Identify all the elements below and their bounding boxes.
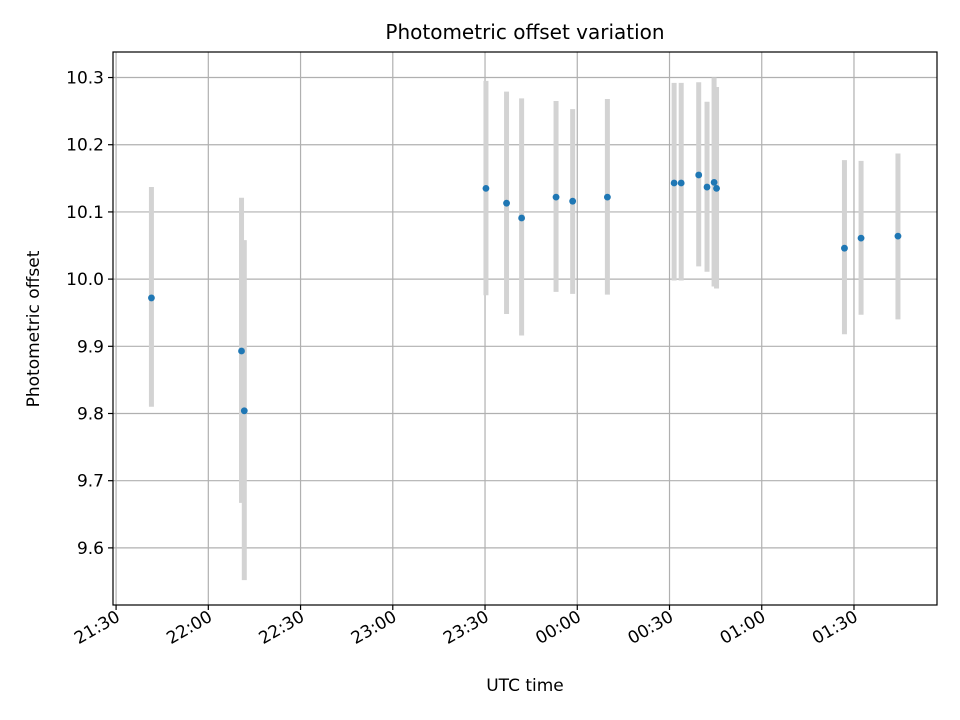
data-point bbox=[518, 214, 526, 222]
y-tick-label: 9.7 bbox=[77, 472, 104, 492]
data-point bbox=[670, 179, 678, 187]
data-point bbox=[710, 178, 718, 186]
data-point bbox=[713, 185, 720, 192]
data-point bbox=[482, 185, 490, 192]
data-point bbox=[894, 232, 902, 240]
data-point bbox=[604, 193, 611, 201]
data-point bbox=[148, 294, 155, 302]
grid-layer bbox=[113, 52, 937, 605]
point-layer bbox=[148, 171, 902, 415]
y-tick-label: 10.0 bbox=[66, 270, 104, 290]
data-point bbox=[552, 193, 560, 201]
data-point bbox=[703, 183, 711, 191]
data-point bbox=[238, 347, 245, 355]
data-point bbox=[240, 407, 248, 415]
y-tick-label: 10.2 bbox=[66, 136, 104, 156]
data-point bbox=[841, 244, 848, 252]
y-tick-label: 10.1 bbox=[66, 203, 104, 223]
y-tick-label: 9.6 bbox=[77, 539, 104, 559]
data-point bbox=[857, 234, 865, 242]
data-point bbox=[569, 197, 577, 205]
chart-title: Photometric offset variation bbox=[385, 20, 664, 44]
y-tick-label: 9.8 bbox=[77, 404, 104, 424]
x-axis-title: UTC time bbox=[486, 676, 564, 696]
y-tick-label: 9.9 bbox=[77, 337, 104, 357]
plot-frame bbox=[112, 51, 938, 606]
data-point bbox=[503, 199, 510, 207]
y-axis-title: Photometric offset bbox=[24, 250, 44, 407]
data-point bbox=[677, 179, 685, 187]
y-tick-label: 10.3 bbox=[66, 69, 104, 89]
data-point bbox=[695, 171, 703, 179]
